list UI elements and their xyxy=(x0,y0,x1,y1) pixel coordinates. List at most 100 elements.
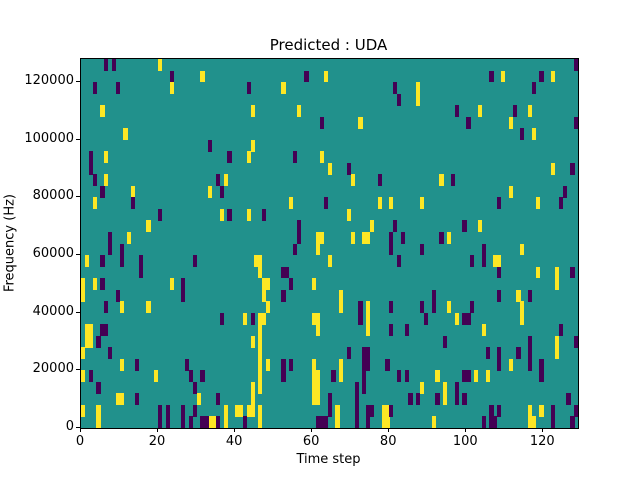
heatmap-cell xyxy=(508,116,513,129)
heatmap-cell xyxy=(558,197,563,210)
heatmap-cell xyxy=(558,324,563,337)
heatmap-cell xyxy=(454,393,459,406)
heatmap-cell xyxy=(443,335,448,348)
heatmap-cell xyxy=(81,278,86,291)
heatmap-cell xyxy=(115,82,120,94)
heatmap-cell xyxy=(316,381,321,394)
heatmap-cell xyxy=(520,301,525,314)
heatmap-cell xyxy=(316,370,321,383)
heatmap-cell xyxy=(462,370,467,383)
heatmap-cell xyxy=(131,197,136,210)
y-axis-label: Frequency (Hz) xyxy=(2,193,18,293)
heatmap-cell xyxy=(258,370,263,383)
heatmap-cell xyxy=(447,301,452,314)
heatmap-cell xyxy=(281,370,286,383)
heatmap-cell xyxy=(281,82,286,94)
y-tick-mark xyxy=(76,196,80,198)
heatmap-cell xyxy=(289,278,294,291)
heatmap-cell xyxy=(454,381,459,394)
y-tick-mark xyxy=(76,427,80,428)
heatmap-cell xyxy=(527,289,533,302)
heatmap-cell xyxy=(539,358,544,371)
y-tick-label: 100000 xyxy=(24,130,74,146)
heatmap-cell xyxy=(196,393,201,406)
heatmap-cell xyxy=(462,312,467,325)
heatmap-cell xyxy=(385,416,390,428)
x-tick-mark xyxy=(388,428,390,432)
heatmap-cell xyxy=(169,82,174,94)
heatmap-cell xyxy=(366,416,371,428)
x-tick-mark xyxy=(80,428,81,432)
heatmap-cell xyxy=(481,255,486,267)
heatmap-cell xyxy=(158,404,163,417)
heatmap-cell xyxy=(339,370,344,383)
heatmap-cell xyxy=(92,278,97,291)
heatmap-cell xyxy=(88,151,93,164)
heatmap-cell xyxy=(435,370,440,383)
heatmap-cell xyxy=(227,208,232,221)
heatmap-cell xyxy=(100,278,105,291)
heatmap-cell xyxy=(169,70,174,83)
heatmap-cell xyxy=(192,381,197,394)
heatmap-cell xyxy=(146,220,151,233)
heatmap-cell xyxy=(466,312,471,325)
heatmap-cell xyxy=(185,358,190,371)
heatmap-cell xyxy=(408,393,413,406)
heatmap-cell xyxy=(316,243,321,256)
heatmap-cell xyxy=(92,82,97,94)
heatmap-cell xyxy=(262,208,267,221)
heatmap-cell xyxy=(215,416,221,428)
heatmap-cell xyxy=(466,116,471,129)
heatmap-cell xyxy=(420,301,425,314)
heatmap-cell xyxy=(281,358,286,371)
heatmap-cell xyxy=(327,404,332,417)
heatmap-cell xyxy=(200,416,205,428)
heatmap-cell xyxy=(323,416,328,428)
heatmap-cell xyxy=(477,105,483,118)
heatmap-cell xyxy=(96,404,101,417)
heatmap-cell xyxy=(470,255,475,267)
heatmap-cell xyxy=(362,231,367,244)
heatmap-cell xyxy=(570,266,575,279)
heatmap-cell xyxy=(366,312,371,325)
heatmap-cell xyxy=(512,105,517,118)
heatmap-cell xyxy=(235,404,240,417)
y-tick-label: 120000 xyxy=(24,73,74,89)
heatmap-cell xyxy=(377,174,382,187)
heatmap-cell xyxy=(366,324,371,337)
heatmap-cell xyxy=(246,208,251,221)
heatmap-cell xyxy=(323,70,328,83)
y-tick-mark xyxy=(76,138,80,140)
heatmap-cell xyxy=(462,393,467,406)
heatmap-cell xyxy=(531,416,537,428)
heatmap-cell xyxy=(362,381,367,394)
heatmap-cell xyxy=(443,381,448,394)
heatmap-cell xyxy=(404,324,409,337)
heatmap-cell xyxy=(497,266,502,279)
heatmap-cell xyxy=(350,174,355,187)
heatmap-cell xyxy=(181,404,186,417)
heatmap-cell xyxy=(227,151,232,164)
heatmap-cell xyxy=(439,231,444,244)
heatmap-cell xyxy=(88,324,93,337)
heatmap-cell xyxy=(104,301,109,314)
heatmap-cell xyxy=(88,335,93,348)
heatmap-cell xyxy=(420,243,425,256)
y-tick-label: 60000 xyxy=(32,246,74,262)
heatmap-cell xyxy=(369,220,375,233)
heatmap-cell xyxy=(223,416,228,428)
heatmap-cell xyxy=(107,231,113,244)
heatmap-cell xyxy=(570,416,575,428)
heatmap-cell xyxy=(339,301,344,314)
heatmap-cell xyxy=(215,174,221,187)
heatmap-cell xyxy=(527,347,533,360)
heatmap-cell xyxy=(138,266,144,279)
heatmap-cell xyxy=(104,324,109,337)
heatmap-cell xyxy=(242,416,248,428)
heatmap-cell xyxy=(258,381,263,394)
y-tick-mark xyxy=(76,311,80,313)
heatmap-cell xyxy=(119,255,124,267)
heatmap-cell xyxy=(107,243,113,256)
heatmap-cell xyxy=(258,312,263,325)
heatmap-cell xyxy=(258,404,263,417)
